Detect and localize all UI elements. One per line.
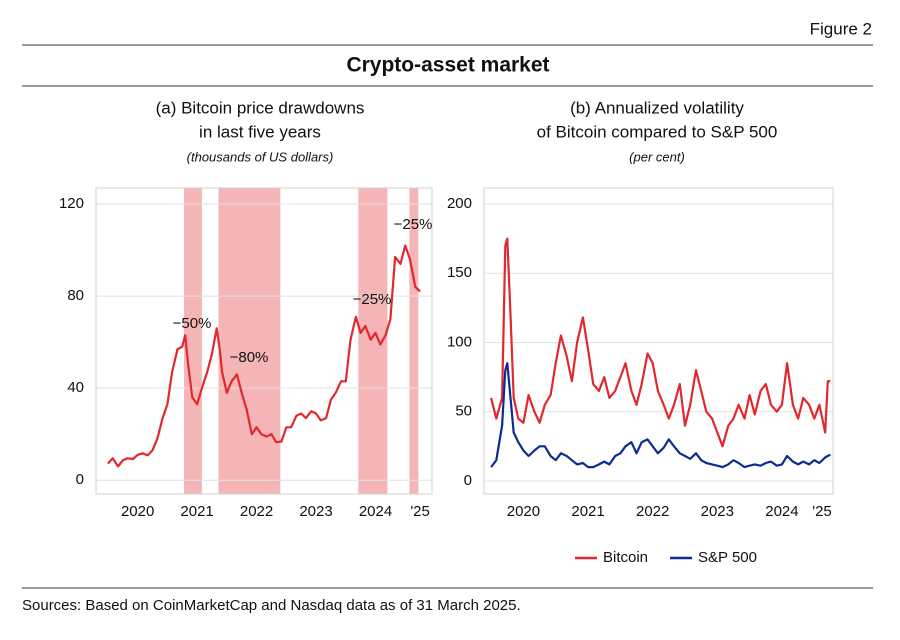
panel-title: of Bitcoin compared to S&P 500 [537, 122, 778, 141]
legend-label: S&P 500 [698, 549, 757, 566]
x-tick-label: 2020 [507, 503, 540, 520]
x-tick-label: 2022 [240, 503, 273, 520]
y-tick-label: 120 [59, 195, 84, 212]
drawdown-label: −50% [173, 315, 212, 332]
x-tick-label: 2021 [180, 503, 213, 520]
y-tick-label: 80 [67, 287, 84, 304]
panel-title: in last five years [199, 122, 321, 141]
x-tick-label: 2023 [299, 503, 332, 520]
panel-subtitle: (thousands of US dollars) [187, 149, 334, 164]
legend-label: Bitcoin [603, 549, 648, 566]
drawdown-label: −80% [230, 349, 269, 366]
y-tick-label: 40 [67, 379, 84, 396]
plot-frame [95, 187, 433, 495]
x-tick-label: 2024 [765, 503, 798, 520]
x-tick-label: 2022 [636, 503, 669, 520]
figure-label: Figure 2 [810, 19, 872, 38]
y-tick-label: 200 [447, 195, 472, 212]
panel-title: (a) Bitcoin price drawdowns [156, 98, 365, 117]
y-tick-label: 100 [447, 333, 472, 350]
panel-subtitle: (per cent) [629, 149, 685, 164]
panel-title: (b) Annualized volatility [570, 98, 744, 117]
plot-frame [483, 187, 834, 495]
price-line [107, 244, 421, 468]
figure-title: Crypto-asset market [346, 54, 549, 77]
drawdown-label: −25% [394, 216, 433, 233]
y-tick-label: 0 [464, 472, 472, 489]
drawdown-shade [218, 188, 281, 494]
series-line [490, 237, 831, 448]
y-tick-label: 150 [447, 264, 472, 281]
series-line [490, 362, 831, 469]
source: Sources: Based on CoinMarketCap and Nasd… [22, 597, 521, 614]
y-tick-label: 0 [76, 471, 84, 488]
y-tick-label: 50 [455, 403, 472, 420]
x-tick-label: 2021 [571, 503, 604, 520]
x-tick-label: 2024 [359, 503, 392, 520]
x-tick-label: 2023 [701, 503, 734, 520]
x-tick-label: '25 [812, 503, 832, 520]
x-tick-label: '25 [410, 503, 430, 520]
x-tick-label: 2020 [121, 503, 154, 520]
drawdown-label: −25% [353, 291, 392, 308]
drawdown-shade [409, 188, 419, 494]
drawdown-shade [184, 188, 202, 494]
